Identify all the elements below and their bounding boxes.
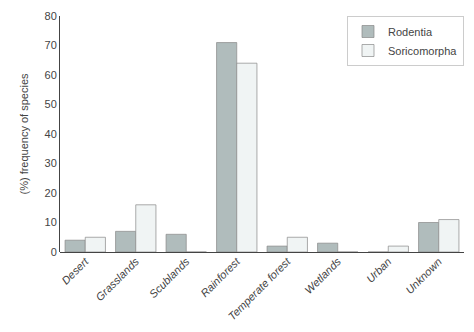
svg-text:10: 10 (45, 216, 57, 228)
svg-text:50: 50 (45, 98, 57, 110)
svg-text:Soricomorpha: Soricomorpha (388, 45, 457, 57)
svg-text:Temperate forest: Temperate forest (226, 255, 294, 323)
svg-text:Scublands: Scublands (147, 255, 192, 300)
svg-text:60: 60 (45, 69, 57, 81)
svg-text:20: 20 (45, 187, 57, 199)
svg-text:Grasslands: Grasslands (93, 255, 141, 303)
svg-text:Wetlands: Wetlands (302, 255, 343, 296)
svg-text:Desert: Desert (59, 255, 91, 287)
svg-text:80: 80 (45, 10, 57, 22)
svg-text:Unknown: Unknown (403, 255, 444, 296)
svg-text:30: 30 (45, 157, 57, 169)
svg-text:0: 0 (51, 246, 57, 258)
svg-text:40: 40 (45, 128, 57, 140)
svg-text:Rainforest: Rainforest (198, 255, 243, 300)
svg-text:Urban: Urban (364, 255, 394, 285)
svg-text:Rodentia: Rodentia (388, 26, 433, 38)
svg-text:70: 70 (45, 39, 57, 51)
svg-text:(%) frequency of species: (%) frequency of species (18, 73, 30, 195)
